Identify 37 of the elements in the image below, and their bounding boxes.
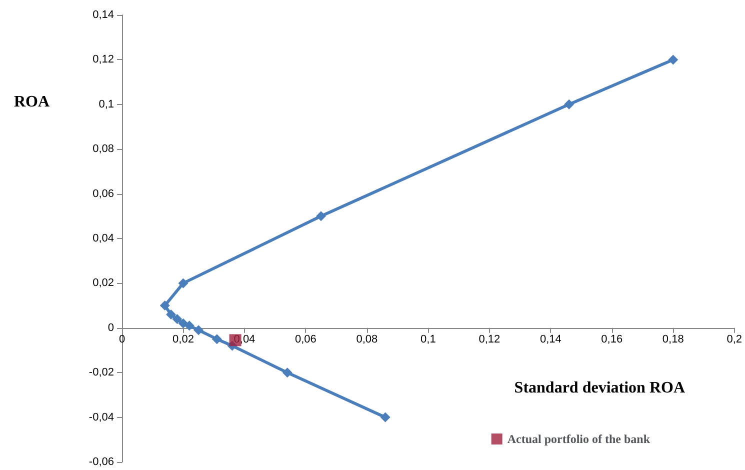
x-tick-label: 0,18 [662, 333, 684, 346]
x-tick-label: 0,08 [356, 333, 378, 346]
y-tick-label: -0,06 [88, 456, 114, 468]
y-tick-label: 0,14 [92, 9, 114, 21]
point [160, 300, 170, 311]
x-tick-label: 0,16 [601, 333, 623, 346]
y-axis-title: ROA [14, 94, 50, 110]
y-tick-label: -0,02 [88, 366, 114, 379]
y-tick-label: 0,02 [92, 277, 114, 290]
point [316, 211, 326, 222]
x-tick-label: 0 [118, 333, 126, 346]
y-tick-label: 0,12 [92, 54, 114, 66]
point [178, 278, 188, 288]
x-tick-label: 0,1 [420, 333, 436, 346]
x-tick-label: 0,14 [540, 333, 562, 346]
x-tick-label: 0,2 [726, 333, 742, 346]
point [212, 334, 222, 344]
y-tick-label: 0,06 [92, 188, 114, 200]
x-axis-title: Standard deviation ROA [514, 380, 686, 396]
y-tick-label: 0 [108, 322, 114, 334]
point [282, 368, 292, 378]
y-tick-label: 0,04 [92, 232, 114, 244]
y-tick-label: -0,04 [88, 411, 114, 424]
point [564, 99, 574, 110]
y-tick-label: 0,08 [92, 143, 114, 156]
point [380, 412, 390, 422]
x-tick-label: 0,02 [172, 333, 194, 346]
point [166, 309, 176, 320]
legend-label: Actual portfolio of the bank [507, 432, 650, 446]
point [184, 320, 194, 331]
x-tick-label: 0,06 [294, 333, 316, 346]
x-tick-label: 0,12 [478, 333, 500, 346]
point [194, 325, 204, 336]
y-tick-label: 0,1 [98, 98, 114, 110]
point [178, 318, 188, 328]
point [668, 54, 678, 65]
point [172, 314, 182, 324]
